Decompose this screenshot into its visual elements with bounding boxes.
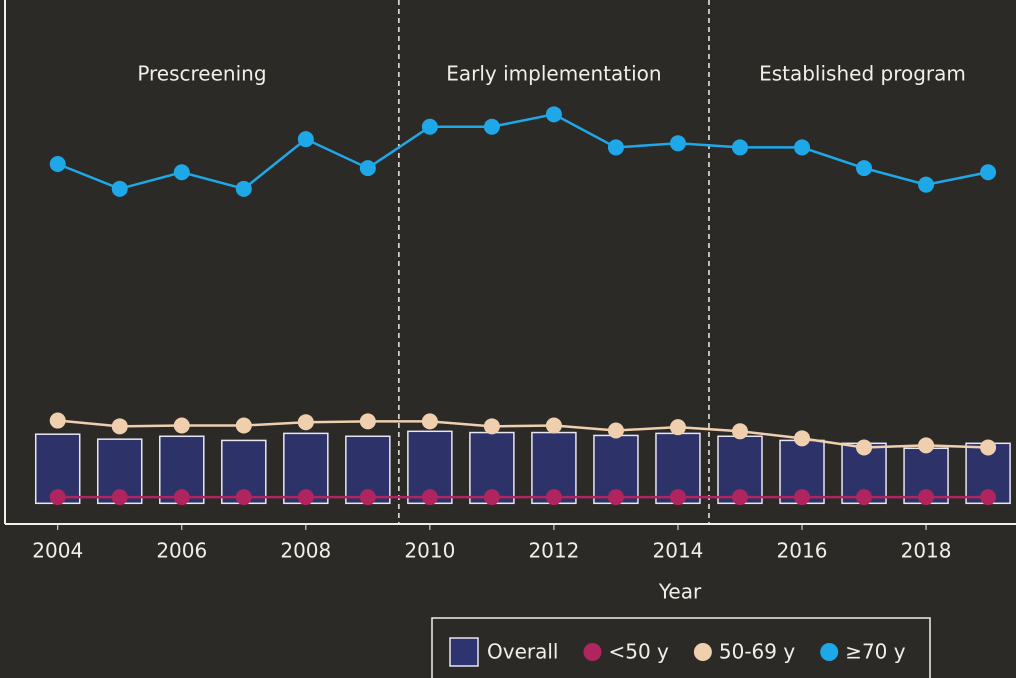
series-point <box>918 437 935 454</box>
series-line <box>57 113 989 191</box>
legend-label: Overall <box>487 640 558 664</box>
x-tick-label: 2006 <box>156 539 207 563</box>
x-tick-label: 2012 <box>528 539 579 563</box>
series-line <box>57 419 989 449</box>
phase-label: Prescreening <box>137 62 266 86</box>
series-point <box>49 412 66 429</box>
series-point <box>483 489 500 506</box>
series-point <box>856 439 873 456</box>
series-point <box>49 155 66 172</box>
series-point <box>918 489 935 506</box>
series-point <box>421 489 438 506</box>
series-point <box>49 489 66 506</box>
x-axis-label: Year <box>658 580 702 604</box>
series-point <box>235 180 252 197</box>
series-point <box>794 489 811 506</box>
series-point <box>359 489 376 506</box>
series-point <box>297 414 314 431</box>
legend-swatch <box>820 643 839 661</box>
series-point <box>669 489 686 506</box>
series-point <box>669 135 686 152</box>
x-tick-label: 2016 <box>777 539 828 563</box>
series-point <box>111 489 128 506</box>
series-point <box>421 413 438 430</box>
series-point <box>856 489 873 506</box>
legend-swatch <box>693 643 712 661</box>
legend-label: ≥70 y <box>845 640 906 664</box>
series-point <box>918 176 935 193</box>
legend-box <box>431 617 931 678</box>
x-tick-label: 2014 <box>653 539 704 563</box>
series-point <box>731 423 748 440</box>
series-point <box>607 422 624 439</box>
series-point <box>545 489 562 506</box>
legend-swatch <box>583 643 602 661</box>
x-tick-label: 2010 <box>404 539 455 563</box>
x-tick-label: 2008 <box>280 539 331 563</box>
legend-swatch <box>449 637 479 667</box>
series-point <box>173 164 190 181</box>
phase-label: Established program <box>759 62 966 86</box>
series-point <box>111 180 128 197</box>
series-point <box>297 489 314 506</box>
series-point <box>111 418 128 435</box>
series-point <box>359 413 376 430</box>
series-point <box>297 131 314 148</box>
series-point <box>794 430 811 447</box>
phase-label: Early implementation <box>446 62 661 86</box>
series-point <box>731 139 748 156</box>
series-point <box>607 489 624 506</box>
series-point <box>731 489 748 506</box>
series-point <box>980 439 997 456</box>
legend-label: 50-69 y <box>719 640 795 664</box>
series-point <box>856 160 873 177</box>
series-point <box>980 164 997 181</box>
series-point <box>607 139 624 156</box>
series-point <box>359 160 376 177</box>
x-tick-label: 2018 <box>901 539 952 563</box>
series-point <box>173 489 190 506</box>
series-point <box>794 139 811 156</box>
series-point <box>545 106 562 123</box>
series-point <box>483 418 500 435</box>
series-point <box>545 417 562 434</box>
series-point <box>173 417 190 434</box>
series-point <box>483 118 500 135</box>
series-point <box>980 489 997 506</box>
series-point <box>421 118 438 135</box>
x-tick-label: 2004 <box>32 539 83 563</box>
series-point <box>669 419 686 436</box>
legend-label: <50 y <box>608 640 669 664</box>
series-point <box>235 489 252 506</box>
series-point <box>235 417 252 434</box>
